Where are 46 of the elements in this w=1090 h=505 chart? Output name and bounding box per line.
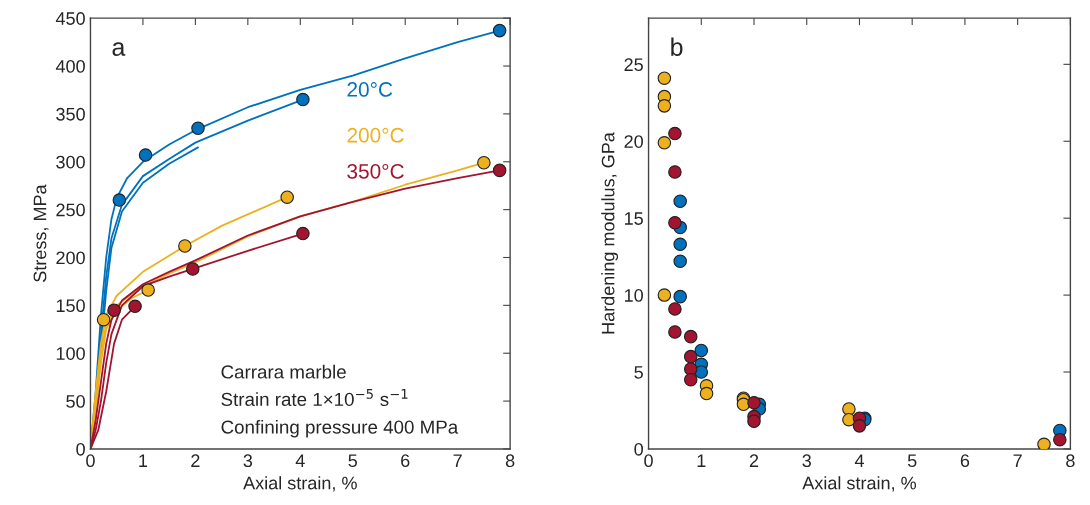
text: b <box>671 37 683 56</box>
y-tick-label: 5 <box>634 366 643 379</box>
x-tick-label: 8 <box>505 454 515 468</box>
x-tick-label: 3 <box>802 454 811 468</box>
y-tick-label: 0 <box>76 442 85 456</box>
x-tick-label: 0 <box>644 454 653 468</box>
y-tick-label: 15 <box>624 212 643 225</box>
series-label: 20°C <box>347 82 393 97</box>
y-tick-label: 25 <box>624 58 643 72</box>
y-tick-label: 10 <box>624 289 643 302</box>
series-label: 350°C <box>347 163 404 179</box>
annotation: Strain rate 1×10$^{−5}$ s$^{−1}$ <box>221 389 408 407</box>
y-tick-label: 400 <box>55 59 85 73</box>
x-tick-label: 4 <box>295 454 305 467</box>
x-tick-label: 6 <box>401 454 410 468</box>
series-label: 200°C <box>347 127 404 143</box>
y-tick-label: 250 <box>56 203 85 217</box>
y-tick-label: 150 <box>56 299 85 313</box>
x-tick-label: 6 <box>960 454 970 468</box>
y-tick-label: 350 <box>56 107 85 121</box>
x-tick-label: 5 <box>907 454 917 468</box>
annotation: Confining pressure 400 MPa <box>221 419 459 438</box>
x-tick-label: 3 <box>243 454 253 468</box>
text: a <box>112 42 126 56</box>
annotation: Carrara marble <box>221 364 346 379</box>
x-axis-title: Axial strain, % <box>802 476 917 492</box>
y-tick-label: 20 <box>624 135 643 148</box>
x-tick-label: 0 <box>86 454 95 468</box>
x-tick-label: 8 <box>1066 454 1075 468</box>
y-tick-label: 200 <box>56 251 85 265</box>
x-tick-label: 7 <box>453 454 462 467</box>
x-tick-label: 1 <box>697 454 706 467</box>
x-tick-label: 2 <box>749 454 759 467</box>
x-tick-label: 5 <box>348 454 358 468</box>
x-axis-title: Axial strain, % <box>243 476 357 492</box>
x-tick-label: 1 <box>139 454 148 467</box>
y-tick-label: 100 <box>56 347 85 360</box>
y-tick-label: 300 <box>56 155 85 169</box>
y-axis-title: Stress, MPa <box>33 184 49 282</box>
x-tick-label: 2 <box>191 454 200 467</box>
y-tick-label: 450 <box>55 12 85 25</box>
y-tick-label: 50 <box>66 395 85 408</box>
y-axis-title: Hardening modulus, GPa <box>601 132 619 334</box>
x-tick-label: 4 <box>854 454 864 467</box>
x-tick-label: 7 <box>1013 454 1022 467</box>
y-tick-label: 0 <box>634 442 643 456</box>
